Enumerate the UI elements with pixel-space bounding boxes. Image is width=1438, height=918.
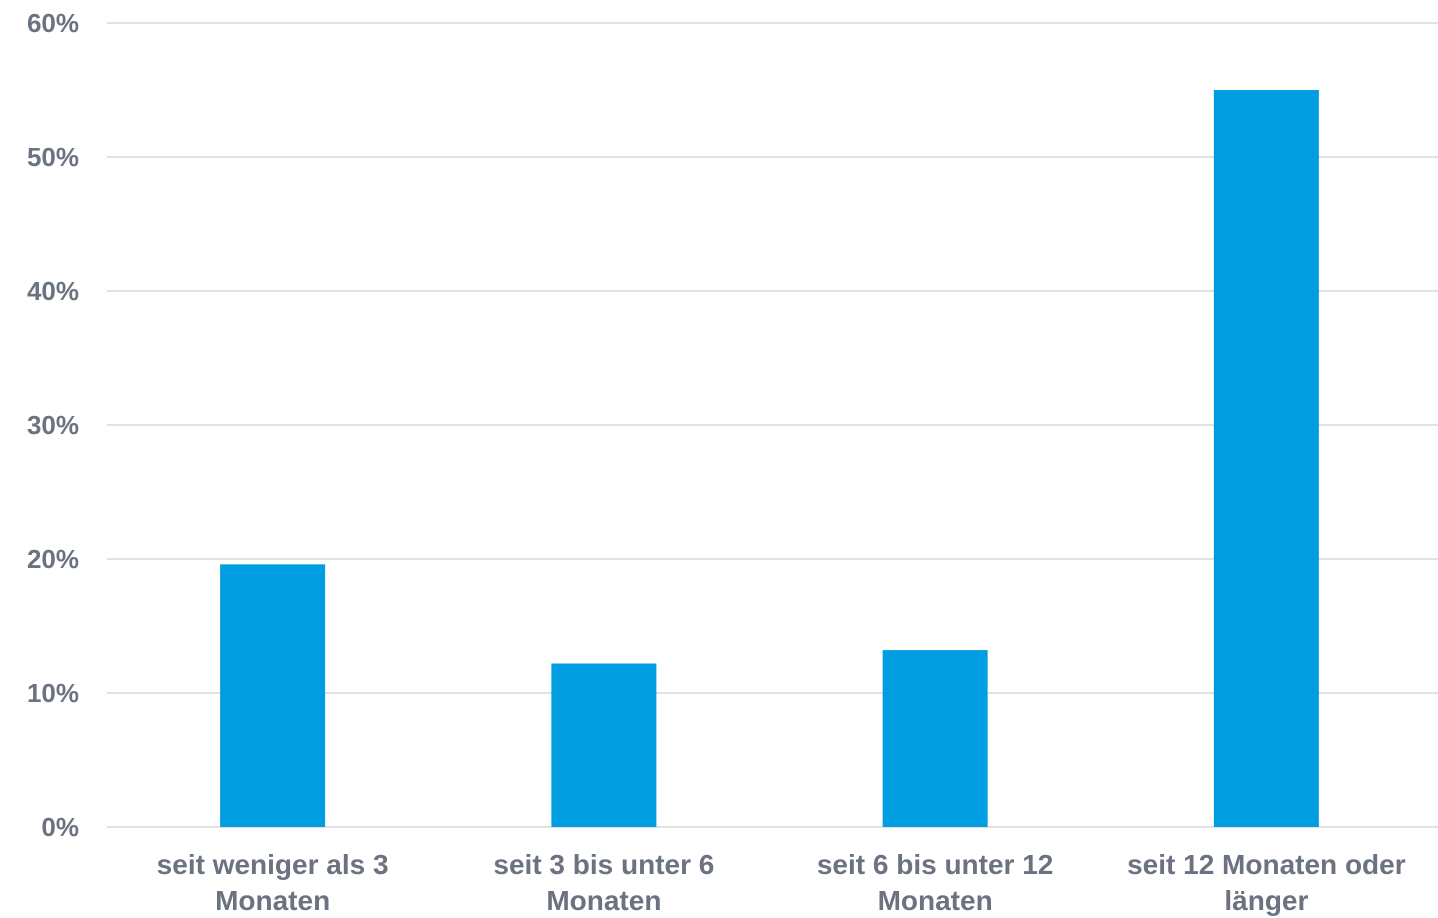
x-category-label-line: seit 12 Monaten oder xyxy=(1127,849,1406,880)
y-axis-tick-labels: 0% 10% 20% 30% 40% 50% 60% xyxy=(27,8,79,842)
y-tick-label: 30% xyxy=(27,410,79,440)
x-category-label: seit 12 Monaten oder länger xyxy=(1127,849,1406,916)
x-category-label-line: seit 3 bis unter 6 xyxy=(493,849,714,880)
bar xyxy=(882,650,988,827)
y-tick-label: 20% xyxy=(27,544,79,574)
x-category-label-line: Monaten xyxy=(215,885,330,916)
y-tick-label: 40% xyxy=(27,276,79,306)
x-category-label: seit 3 bis unter 6 Monaten xyxy=(493,849,714,916)
bar xyxy=(1213,90,1319,827)
y-tick-label: 50% xyxy=(27,142,79,172)
x-category-label-line: Monaten xyxy=(546,885,661,916)
bar xyxy=(551,663,657,827)
y-tick-label: 10% xyxy=(27,678,79,708)
x-category-label-line: Monaten xyxy=(878,885,993,916)
x-category-label-line: länger xyxy=(1224,885,1308,916)
x-category-label-line: seit weniger als 3 xyxy=(157,849,389,880)
x-category-label-line: seit 6 bis unter 12 xyxy=(817,849,1054,880)
bars xyxy=(220,90,1319,827)
y-tick-label: 60% xyxy=(27,8,79,38)
x-category-label: seit 6 bis unter 12 Monaten xyxy=(817,849,1054,916)
gridlines xyxy=(107,22,1438,828)
x-category-label: seit weniger als 3 Monaten xyxy=(157,849,389,916)
bar xyxy=(220,564,326,827)
y-tick-label: 0% xyxy=(41,812,79,842)
